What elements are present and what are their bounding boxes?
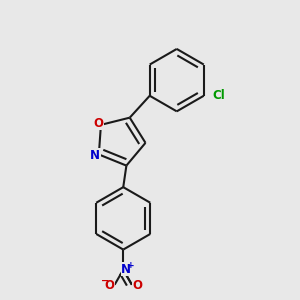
Text: +: + [127, 260, 135, 269]
Text: O: O [94, 117, 103, 130]
Text: Cl: Cl [212, 89, 225, 102]
Text: N: N [90, 148, 100, 162]
Text: O: O [132, 279, 142, 292]
Text: O: O [104, 279, 114, 292]
Text: −: − [101, 275, 109, 286]
Text: N: N [121, 263, 131, 276]
